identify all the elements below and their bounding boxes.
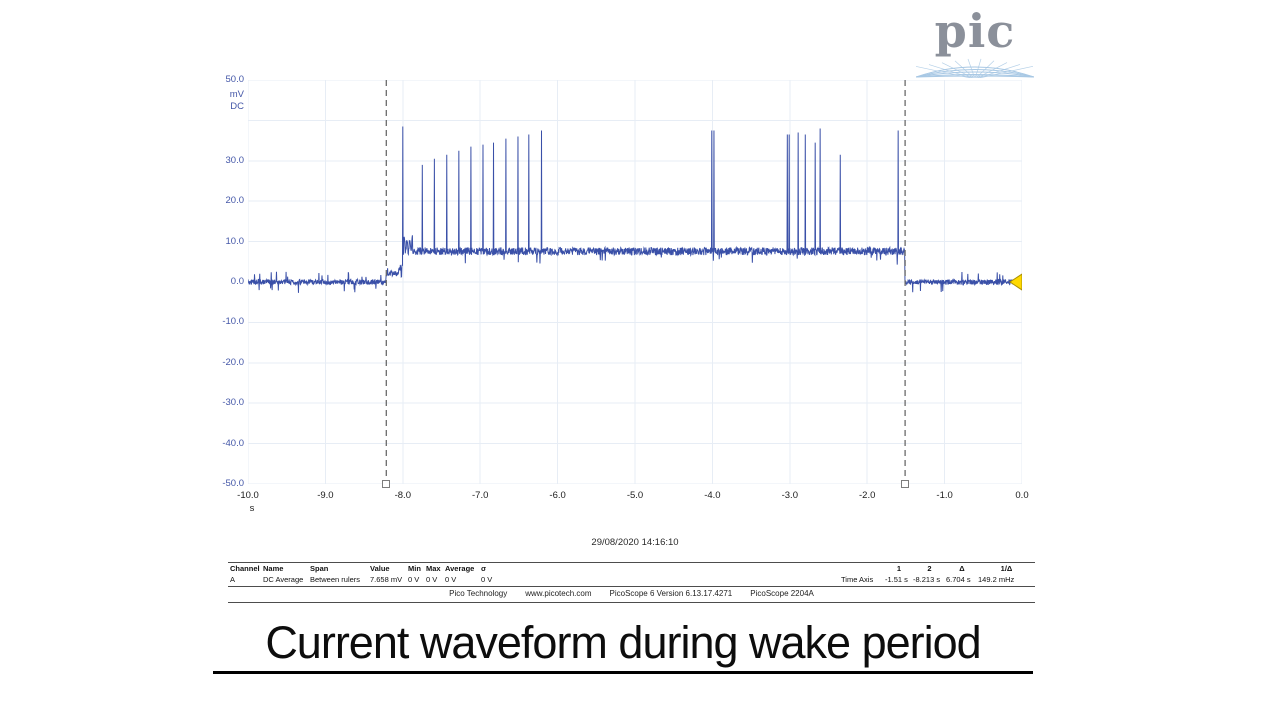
y-tick-label: 20.0 [225,195,245,207]
grid-lines [248,80,1022,484]
footer-bottom-rule [228,602,1035,603]
time-axis-value-cell: -8.213 s [913,575,941,584]
x-tick-label: -9.0 [317,490,334,501]
measurement-header-cell: Name [263,564,284,573]
measurement-table: Channel Name Span Value Min Max Average σ A DC Av… [230,563,497,585]
y-tick-label: 10.0 [225,235,245,247]
footer-item: www.picotech.com [525,589,592,598]
y-axis-labels: 50.0 30.0 20.0 10.0 0.0 -10.0 -20.0 -30.0 -40.0 -… [206,74,245,489]
table-top-rule [228,562,1035,563]
y-tick-label: 0.0 [230,276,244,287]
time-rulers[interactable] [385,80,906,484]
time-axis-panel: 1 2 Δ 1/Δ Time Axis -1.51 s -8.213 s 6.704 s 149… [841,563,1035,585]
waveform-trace [248,126,1022,293]
measurement-header-cell: Span [310,564,329,573]
measurement-value-cell: 0 V [445,575,457,584]
y-tick-label: -40.0 [222,437,244,449]
x-tick-label: -1.0 [936,490,953,501]
measurement-header-cell: Channel [230,564,260,573]
footer-item: PicoScope 6 Version 6.13.17.4271 [609,589,733,598]
x-tick-label: -2.0 [859,490,876,501]
x-tick-label: -6.0 [549,490,566,501]
footer-item: PicoScope 2204A [750,589,814,598]
x-tick-label: -7.0 [472,490,489,501]
measurement-value-cell: A [230,575,236,584]
pico-logo-text: pic [934,4,1016,58]
time-axis-value-cell: 6.704 s [946,575,971,584]
measurement-header-cell: Min [408,564,421,573]
pico-logo-waves-icon [916,58,1034,78]
x-tick-label: 0.0 [1015,490,1029,501]
y-tick-label: -20.0 [222,356,244,368]
measurement-value-cell: 7.658 mV [370,575,403,584]
y-tick-label: -50.0 [222,478,244,489]
time-axis-value-cell: 149.2 mHz [978,575,1015,584]
measurement-value-cell: 0 V [426,575,438,584]
y-axis-unit: DC [230,101,244,112]
x-tick-label: -8.0 [394,490,411,501]
pico-logo: pic [916,4,1034,78]
x-tick-label: -3.0 [781,490,798,501]
slide-title: Current waveform during wake period [213,620,1033,674]
measurement-value-cell: DC Average [263,575,304,584]
x-tick-label: -5.0 [626,490,644,501]
footer-bar: Pico Technology www.picotech.com PicoScope… [228,589,1035,598]
time-axis-value-cell: Time Axis [841,575,874,584]
measurement-value-cell: 0 V [408,575,420,584]
y-tick-label: 30.0 [225,154,245,166]
measurement-value-cell: Between rulers [310,575,361,584]
ruler-handle-right[interactable] [901,480,910,488]
table-bottom-rule [228,586,1035,587]
measurement-header-cell: Value [370,564,390,573]
ruler-handle-left[interactable] [382,480,391,488]
measurement-header-cell: σ [481,564,487,573]
measurement-value-cell: 0 V [481,575,493,584]
time-axis-header-cell: Δ [959,564,965,573]
y-tick-label: -10.0 [222,316,244,328]
time-axis-value-cell: -1.51 s [885,575,908,584]
x-axis-labels: -10.0 -9.0 -8.0 -7.0 -6.0 -5.0 -4.0 -3.0 -2.0 -1.… [237,490,1028,518]
x-tick-label: -10.0 [237,490,259,501]
y-tick-label: 50.0 [225,74,245,85]
time-axis-header-cell [841,563,885,574]
capture-timestamp: 29/08/2020 14:16:10 [591,537,679,548]
footer-item: Pico Technology [449,589,508,598]
measurement-header-cell: Max [426,564,441,573]
scope-plot-canvas [248,80,1022,484]
time-axis-header-cell: 1/Δ [1000,564,1013,573]
trigger-marker-icon[interactable] [1009,273,1022,291]
measurement-header-cell: Average [445,564,475,573]
x-tick-label: -4.0 [704,490,721,501]
x-axis-unit: s [249,503,255,514]
time-axis-header-cell: 2 [927,564,932,573]
time-axis-header-cell: 1 [896,564,902,573]
y-axis-unit: mV [229,89,244,100]
y-tick-label: -30.0 [222,397,244,409]
